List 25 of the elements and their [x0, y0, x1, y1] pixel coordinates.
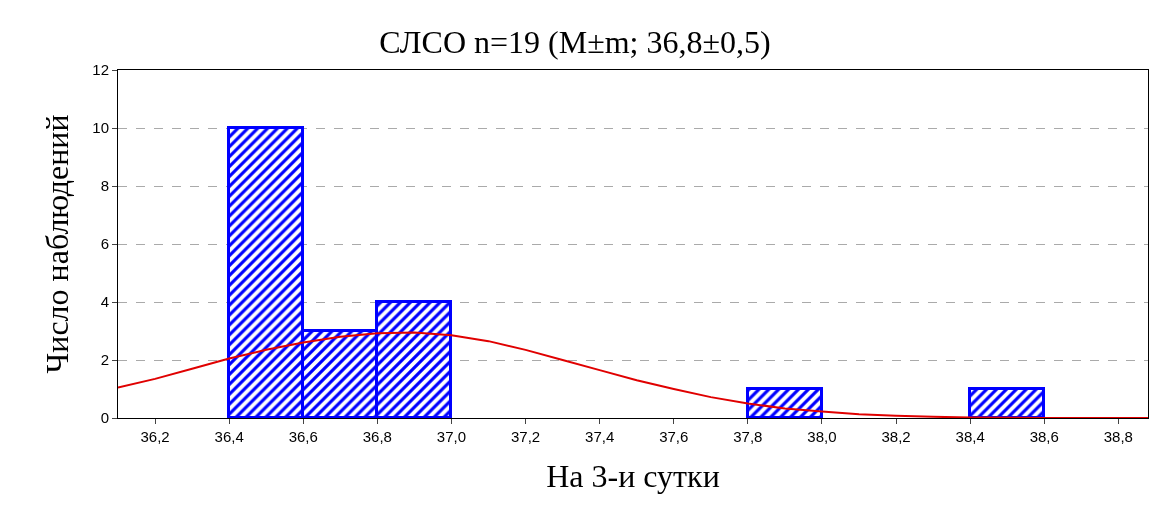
y-axis-title: Число наблюдений	[38, 114, 75, 374]
y-tick-label: 6	[100, 235, 109, 253]
y-tick-label: 0	[100, 409, 109, 427]
x-tick-label: 38,2	[881, 428, 911, 445]
x-tick-label: 36,4	[214, 428, 244, 445]
x-tick-label: 36,6	[288, 428, 318, 445]
x-tick-label: 38,8	[1103, 428, 1133, 445]
x-tick-label: 38,4	[955, 428, 985, 445]
y-tick-label: 8	[100, 177, 109, 195]
x-tick-label: 37,6	[659, 428, 689, 445]
x-tick-label: 36,2	[140, 428, 170, 445]
y-tick-label: 12	[92, 61, 109, 79]
x-axis-title: На 3-и сутки	[546, 457, 720, 494]
x-tick-label: 37,8	[733, 428, 763, 445]
y-tick-label: 10	[92, 119, 109, 137]
x-tick-label: 37,4	[585, 428, 615, 445]
y-tick-label: 2	[100, 351, 109, 369]
x-tick-label: 37,2	[510, 428, 541, 445]
x-tick-label: 36,8	[362, 428, 392, 445]
x-tick-label: 38,0	[807, 428, 837, 445]
line-series	[118, 331, 1148, 418]
x-tick-label: 37,0	[436, 428, 467, 445]
x-tick-label: 38,6	[1029, 428, 1059, 445]
chart-title: СЛСО n=19 (M±m; 36,8±0,5)	[379, 24, 771, 61]
y-tick-label: 4	[100, 293, 109, 311]
